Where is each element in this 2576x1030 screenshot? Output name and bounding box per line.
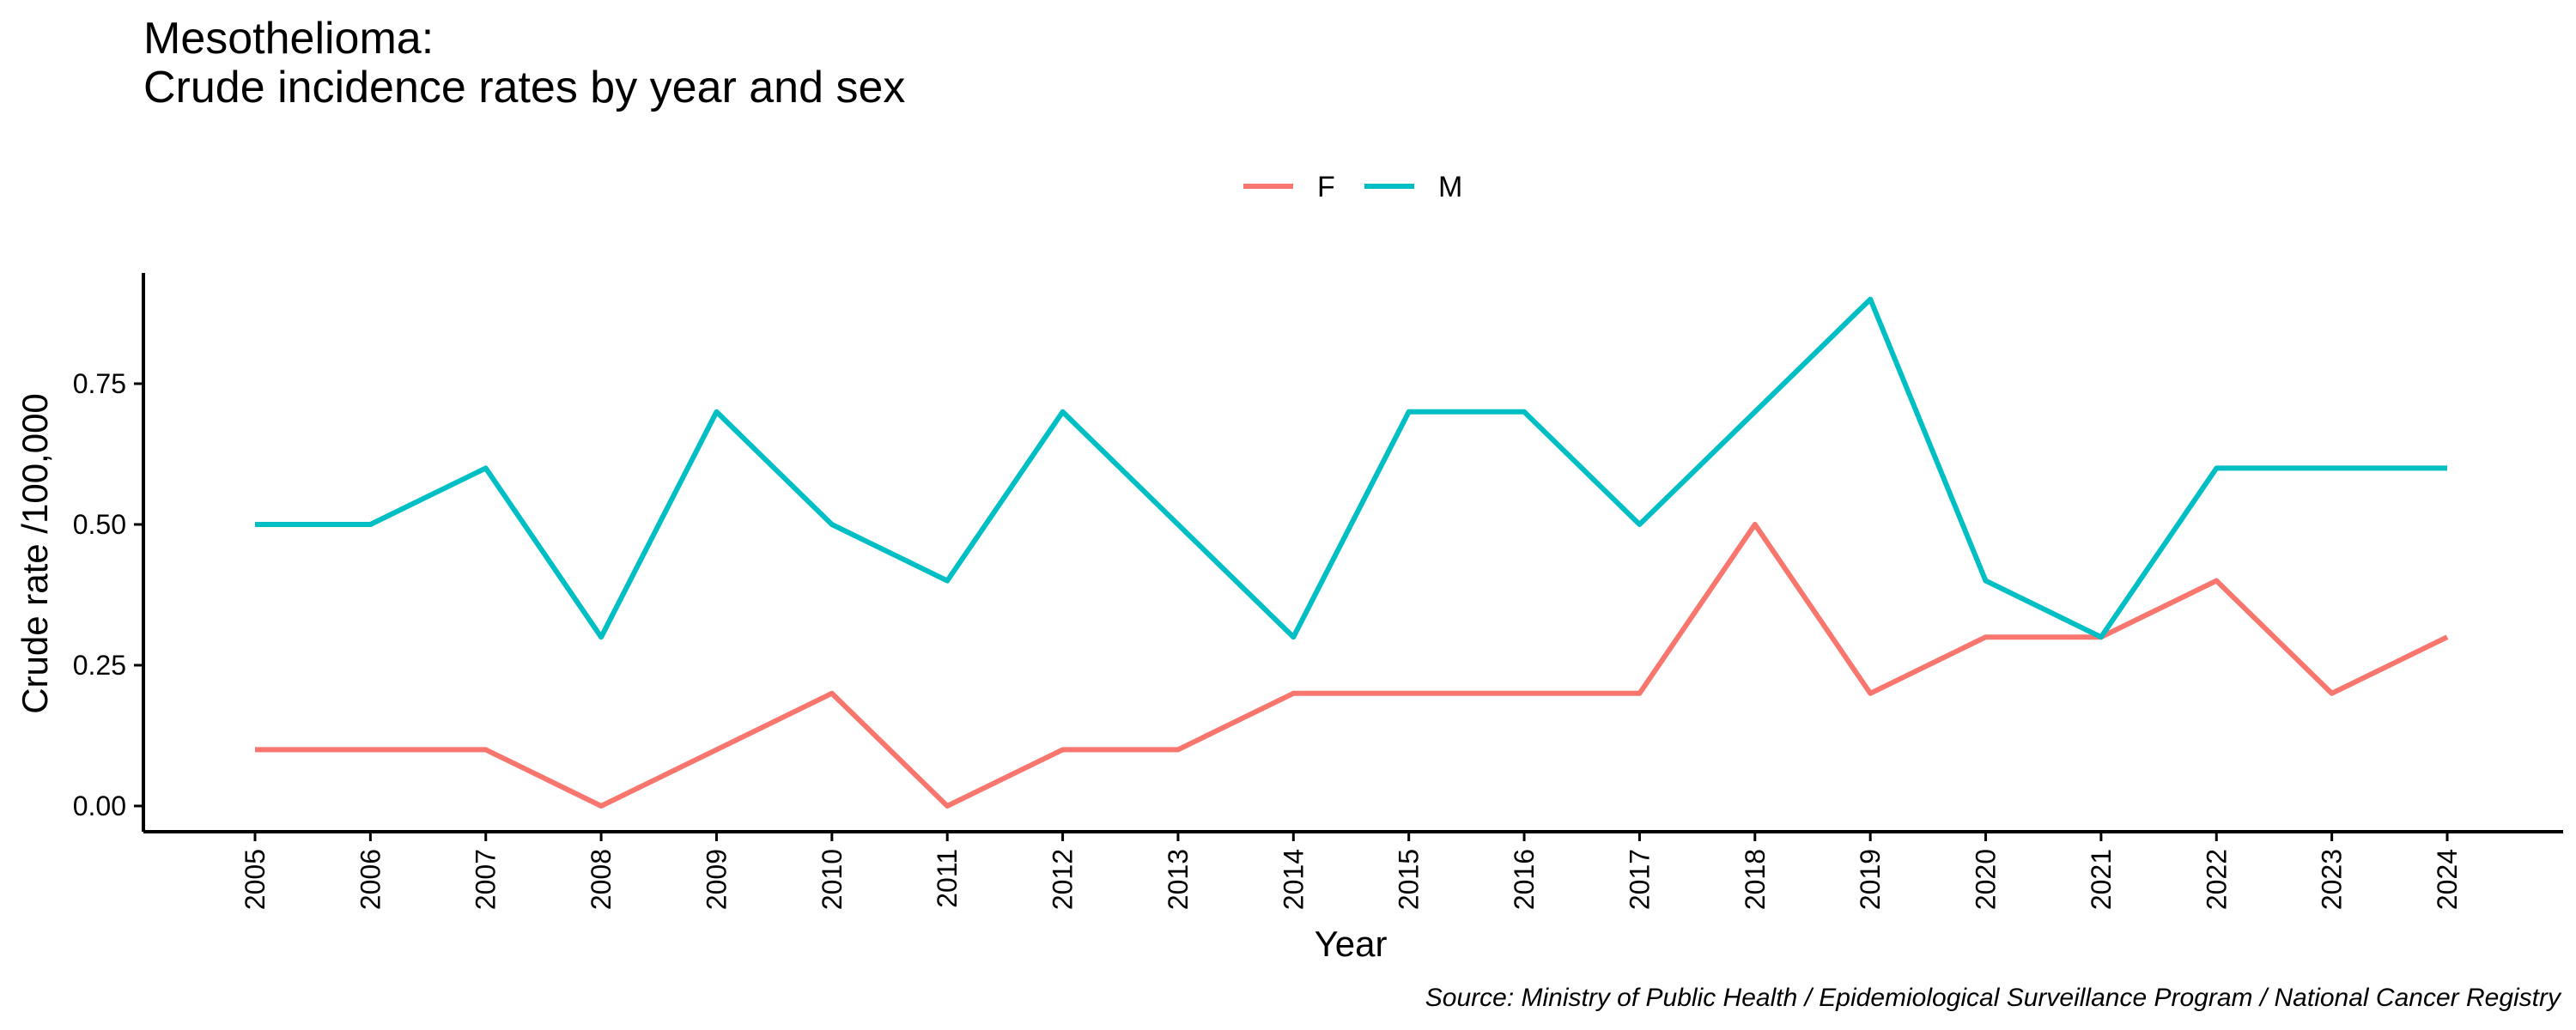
data-point-m bbox=[485, 467, 487, 469]
data-point-m bbox=[2331, 467, 2333, 469]
data-point-m bbox=[1408, 411, 1410, 413]
y-tick-label: 0.00 bbox=[73, 791, 126, 821]
x-tick-label: 2024 bbox=[2432, 849, 2463, 910]
y-tick-label: 0.50 bbox=[73, 509, 126, 540]
y-tick-label: 0.75 bbox=[73, 368, 126, 399]
x-tick-label: 2005 bbox=[240, 849, 270, 910]
data-point-f bbox=[1638, 693, 1640, 694]
x-tick-label: 2011 bbox=[932, 849, 963, 908]
data-point-f bbox=[1292, 693, 1294, 694]
x-tick-label: 2009 bbox=[701, 849, 732, 910]
data-point-f bbox=[715, 748, 717, 750]
data-point-f bbox=[369, 748, 371, 750]
data-point-m bbox=[1177, 524, 1179, 525]
data-point-m bbox=[1638, 524, 1640, 525]
x-tick-label: 2006 bbox=[355, 849, 386, 910]
data-point-f bbox=[1869, 693, 1871, 694]
plot-area: 0.00 0.25 0.50 0.75 2005 2006 2007 2008 2009 201… bbox=[73, 273, 2563, 910]
x-tick-label: 2007 bbox=[471, 849, 501, 910]
data-point-m bbox=[2100, 636, 2102, 638]
data-point-m bbox=[600, 636, 602, 638]
data-point-m bbox=[2215, 467, 2217, 469]
source-caption: Source: Ministry of Public Health / Epid… bbox=[1425, 984, 2562, 1012]
legend-label-f: F bbox=[1317, 171, 1335, 203]
data-point-f bbox=[1985, 636, 1987, 638]
data-point-f bbox=[831, 693, 833, 694]
data-point-m bbox=[831, 524, 833, 525]
x-tick-label: 2022 bbox=[2201, 849, 2232, 910]
data-point-m bbox=[369, 524, 371, 525]
x-tick-label: 2019 bbox=[1855, 849, 1886, 910]
data-point-f bbox=[1177, 748, 1179, 750]
data-point-f bbox=[2331, 693, 2333, 694]
data-point-m bbox=[1754, 411, 1756, 413]
x-tick-label: 2016 bbox=[1509, 849, 1540, 910]
data-point-f bbox=[254, 748, 256, 750]
data-point-f bbox=[600, 805, 602, 807]
data-point-m bbox=[1869, 299, 1871, 300]
data-point-f bbox=[2446, 636, 2448, 638]
x-tick-label: 2021 bbox=[2086, 849, 2117, 910]
x-tick-label: 2017 bbox=[1624, 849, 1655, 910]
data-point-m bbox=[1292, 636, 1294, 638]
data-point-m bbox=[1985, 580, 1987, 582]
x-tick-label: 2014 bbox=[1278, 849, 1309, 910]
x-tick-label: 2023 bbox=[2317, 849, 2348, 910]
x-tick-label: 2013 bbox=[1163, 849, 1194, 910]
data-point-f bbox=[1523, 693, 1525, 694]
data-point-f bbox=[485, 748, 487, 750]
x-tick-label: 2012 bbox=[1048, 849, 1078, 910]
data-point-f bbox=[2215, 580, 2217, 582]
chart-title-line-2: Crude incidence rates by year and sex bbox=[143, 63, 905, 112]
data-point-f bbox=[1754, 524, 1756, 525]
x-axis-title: Year bbox=[1315, 924, 1388, 964]
x-tick-label: 2010 bbox=[817, 849, 848, 910]
data-point-m bbox=[946, 580, 948, 582]
legend-label-m: M bbox=[1438, 171, 1462, 203]
x-axis-ticks: 2005 2006 2007 2008 2009 2010 2011 2012 2013 2014… bbox=[240, 832, 2463, 910]
data-point-m bbox=[1062, 411, 1064, 413]
x-tick-label: 2008 bbox=[586, 849, 617, 910]
y-axis-ticks: 0.00 0.25 0.50 0.75 bbox=[73, 368, 143, 821]
data-point-m bbox=[715, 411, 717, 413]
data-point-f bbox=[946, 805, 948, 807]
x-tick-label: 2015 bbox=[1394, 849, 1425, 910]
data-point-m bbox=[2446, 467, 2448, 469]
chart-title-line-1: Mesothelioma: bbox=[143, 14, 434, 64]
y-tick-label: 0.25 bbox=[73, 650, 126, 681]
x-tick-label: 2020 bbox=[1971, 849, 2002, 910]
y-axis-title: Crude rate /100,000 bbox=[15, 393, 55, 714]
data-point-m bbox=[254, 524, 256, 525]
series-line-f bbox=[255, 522, 2449, 809]
x-tick-label: 2018 bbox=[1740, 849, 1771, 910]
data-point-f bbox=[1062, 748, 1064, 750]
series-line-m bbox=[255, 296, 2447, 640]
data-point-f bbox=[1408, 693, 1410, 694]
series-lines bbox=[254, 296, 2449, 809]
data-point-m bbox=[1523, 411, 1525, 413]
